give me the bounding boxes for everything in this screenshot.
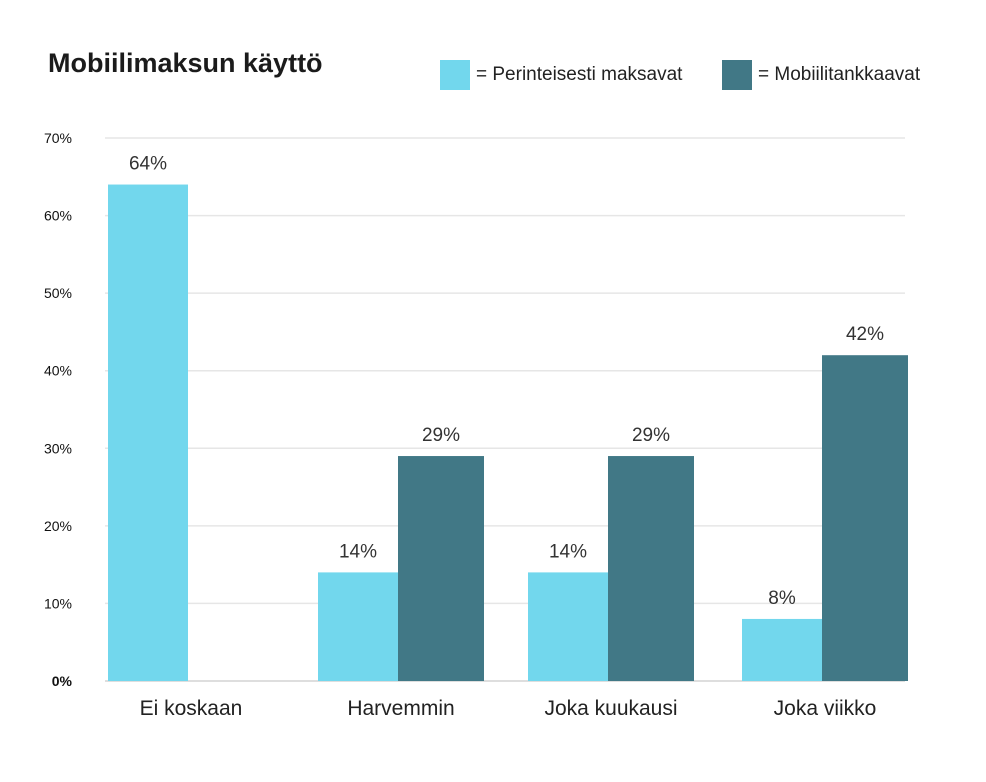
legend-swatch-perinteisesti [440, 60, 470, 90]
chart-title: Mobiilimaksun käyttö [48, 48, 323, 78]
legend-label-perinteisesti: = Perinteisesti maksavat [476, 64, 683, 85]
y-tick-label: 60% [44, 208, 72, 224]
data-label: 64% [129, 154, 167, 175]
legend-swatch-mobiilitankkaavat [722, 60, 752, 90]
bar [108, 184, 188, 682]
bar [528, 572, 608, 681]
y-tick-label: 30% [44, 440, 72, 456]
y-tick-label: 40% [44, 363, 72, 379]
legend-label-mobiilitankkaavat: = Mobiilitankkaavat [758, 64, 921, 85]
bar [398, 456, 484, 681]
x-tick-label: Ei koskaan [140, 697, 243, 720]
y-tick-label: 0% [52, 673, 73, 689]
legend-item-mobiilitankkaavat: = Mobiilitankkaavat [722, 60, 920, 90]
x-tick-label: Joka kuukausi [544, 697, 677, 720]
bar [822, 355, 908, 681]
data-label: 14% [339, 541, 377, 562]
data-label: 29% [632, 425, 670, 446]
data-label: 8% [768, 588, 796, 609]
bar [742, 618, 822, 681]
y-tick-label: 50% [44, 285, 72, 301]
data-label: 14% [549, 541, 587, 562]
x-tick-label: Harvemmin [347, 697, 454, 720]
y-tick-label: 20% [44, 518, 72, 534]
legend-item-perinteisesti: = Perinteisesti maksavat [440, 60, 682, 90]
bar [608, 456, 694, 681]
x-tick-label: Joka viikko [774, 697, 877, 720]
bar [318, 572, 398, 681]
y-tick-label: 70% [44, 130, 72, 146]
y-tick-label: 10% [44, 595, 72, 611]
data-label: 29% [422, 425, 460, 446]
data-label: 42% [846, 324, 884, 345]
